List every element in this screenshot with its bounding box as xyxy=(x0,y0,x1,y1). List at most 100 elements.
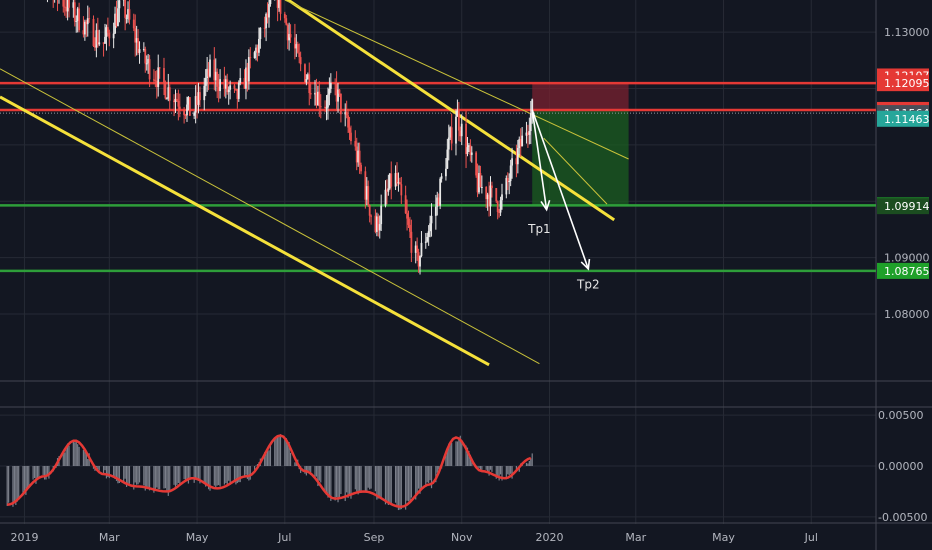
take-profit-zone xyxy=(532,109,629,206)
candle-down xyxy=(283,13,286,19)
candle-up xyxy=(384,189,387,206)
candle-up xyxy=(329,82,332,89)
y-tick-label: 1.08000 xyxy=(884,308,930,321)
candle-up xyxy=(344,112,347,115)
candle-down xyxy=(246,67,249,82)
target-arrow-line xyxy=(531,109,548,210)
candle-up xyxy=(388,173,391,189)
candle-down xyxy=(155,81,158,87)
x-tick-label: 2019 xyxy=(10,531,38,544)
candle-up xyxy=(265,13,268,29)
candle-up xyxy=(365,186,368,200)
candle-up xyxy=(314,92,316,95)
candle-down xyxy=(216,71,219,87)
candle-down xyxy=(348,127,351,133)
osc-signal-line xyxy=(7,434,532,508)
x-tick-label: Jul xyxy=(277,531,291,544)
candle-up xyxy=(378,224,381,231)
candle-down xyxy=(354,141,357,147)
annotations: Tp1 Tp2 xyxy=(527,222,600,292)
candle-up xyxy=(174,98,177,103)
candle-up xyxy=(239,78,242,83)
candle-down xyxy=(515,158,518,165)
candle-down xyxy=(404,195,407,214)
candle-down xyxy=(527,132,529,135)
candle-down xyxy=(299,57,302,65)
oscillator-pane xyxy=(6,434,533,511)
candle-down xyxy=(374,215,377,232)
candle-down xyxy=(233,85,236,89)
candle-down xyxy=(377,216,380,231)
y-tick-label: 1.09000 xyxy=(884,252,930,265)
candle-up xyxy=(509,165,512,182)
price-tag-label: 1.09914 xyxy=(884,200,930,213)
candle-up xyxy=(255,47,257,53)
candle-down xyxy=(102,42,105,44)
candle-up xyxy=(529,113,532,132)
channel-line-thin xyxy=(284,0,629,160)
candle-down xyxy=(347,115,349,128)
candle-down xyxy=(196,96,198,105)
candle-down xyxy=(308,74,311,94)
candle-down xyxy=(115,13,118,26)
candle-up xyxy=(489,185,492,207)
candle-up xyxy=(76,8,79,21)
candle-down xyxy=(92,18,95,46)
candle-up xyxy=(145,63,148,65)
candle-down xyxy=(176,98,178,101)
candle-up xyxy=(114,13,116,34)
candle-up xyxy=(112,33,115,39)
candles xyxy=(46,0,534,275)
candle-up xyxy=(72,2,75,8)
candle-down xyxy=(263,27,266,29)
candle-up xyxy=(295,44,298,49)
candle-down xyxy=(465,123,467,154)
candle-up xyxy=(449,127,452,138)
candle-down xyxy=(476,175,479,193)
candle-up xyxy=(387,188,390,192)
candle-down xyxy=(148,59,151,80)
candle-up xyxy=(521,135,524,147)
candle-down xyxy=(410,231,413,253)
candle-up xyxy=(194,96,197,113)
candle-down xyxy=(350,132,352,142)
candle-down xyxy=(226,79,229,93)
x-tick-label: Sep xyxy=(364,531,385,544)
candle-up xyxy=(447,137,450,150)
candle-up xyxy=(328,88,331,95)
candle-down xyxy=(173,100,175,103)
candle-up xyxy=(147,59,150,64)
candle-down xyxy=(106,27,109,33)
candle-up xyxy=(105,27,108,37)
price-tag-bg xyxy=(877,110,929,127)
candle-up xyxy=(337,89,339,102)
candle-up xyxy=(455,116,457,144)
candle-down xyxy=(62,0,65,7)
candle-up xyxy=(75,20,78,22)
candle-down xyxy=(128,9,131,20)
candle-up xyxy=(499,200,502,213)
candle-up xyxy=(204,77,207,86)
candle-up xyxy=(203,85,206,101)
candle-down xyxy=(266,13,269,18)
candle-up xyxy=(501,194,503,201)
target-label-tp1: Tp1 xyxy=(527,222,551,236)
x-tick-label: May xyxy=(712,531,735,544)
candle-up xyxy=(269,0,272,5)
candle-down xyxy=(334,82,337,84)
candle-up xyxy=(445,168,447,177)
candle-up xyxy=(117,8,119,26)
candle-up xyxy=(440,176,443,179)
candle-up xyxy=(414,245,417,253)
candle-up xyxy=(142,49,145,51)
candle-down xyxy=(73,2,76,22)
candle-down xyxy=(289,34,292,38)
candle-down xyxy=(485,187,488,200)
candle-down xyxy=(496,201,499,213)
candle-down xyxy=(134,28,137,43)
x-tick-label: May xyxy=(186,531,209,544)
candle-up xyxy=(468,145,470,148)
candle-down xyxy=(207,68,210,77)
candle-down xyxy=(304,64,306,83)
